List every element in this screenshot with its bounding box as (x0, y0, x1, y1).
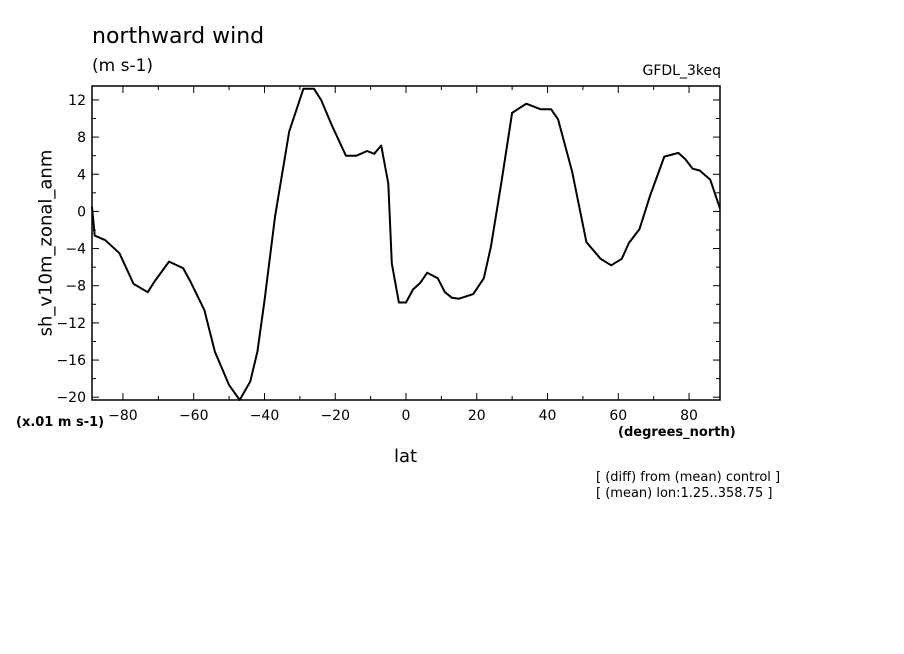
x-tick-label: 20 (468, 408, 486, 424)
chart-title: northward wind (92, 24, 265, 49)
axis-ticks (92, 86, 720, 400)
x-tick-label: −60 (179, 408, 209, 424)
x-tick-label: −20 (320, 408, 350, 424)
x-tick-label: 60 (609, 408, 627, 424)
chart-units: (m s-1) (92, 56, 154, 76)
y-tick-label: −12 (56, 316, 86, 332)
note-mean: [ (mean) lon:1.25..358.75 ] (596, 486, 773, 501)
y-tick-label: 4 (77, 167, 86, 183)
x-tick-label: −80 (108, 408, 138, 424)
x-tick-label: 80 (680, 408, 698, 424)
plot-frame (91, 85, 721, 401)
y-tick-label: −4 (65, 242, 86, 258)
x-axis-units: (degrees_north) (618, 425, 736, 440)
series-line (91, 87, 721, 401)
y-tick-label: −20 (56, 390, 86, 406)
x-tick-label: 40 (539, 408, 557, 424)
y-scale-note: (x.01 m s-1) (16, 415, 105, 430)
note-diff: [ (diff) from (mean) control ] (596, 470, 781, 485)
y-tick-label: 8 (77, 130, 86, 146)
y-tick-label: −8 (65, 279, 86, 295)
model-label: GFDL_3keq (642, 63, 722, 79)
y-tick-label: 12 (68, 93, 86, 109)
x-tick-label: 0 (402, 408, 411, 424)
y-tick-label: −16 (56, 353, 86, 369)
x-tick-label: −40 (250, 408, 280, 424)
x-tick-labels: −80 −60 −40 −20 0 20 40 60 80 (108, 408, 698, 424)
y-tick-label: 0 (77, 204, 86, 220)
y-tick-labels: 12 8 4 0 −4 −8 −12 −16 −20 (56, 93, 86, 406)
x-axis-label: lat (394, 446, 418, 467)
